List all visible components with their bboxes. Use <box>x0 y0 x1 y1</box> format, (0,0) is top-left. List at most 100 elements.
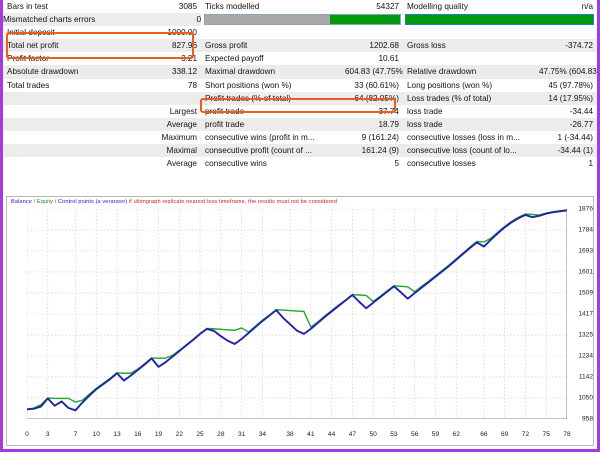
row-value-right: 1 (-34.44) <box>535 130 597 145</box>
strategy-tester-report-table: Bars in test 3085 Ticks modelled 54327 Model… <box>3 0 597 171</box>
row-label-mid: Gross profit <box>201 39 341 53</box>
y-axis-tick-label: 1876 <box>578 205 593 213</box>
row-value-mid: 5 <box>341 157 403 171</box>
y-axis-tick-label: 1509 <box>578 289 593 297</box>
chart-y-axis: 958 1050 1142 1234 1325 1417 1509 1601 1693 1784 1… <box>569 197 595 435</box>
y-axis-tick-label: 1050 <box>578 394 593 402</box>
row-label-right: Modelling quality <box>403 0 535 14</box>
x-axis-tick-label: 19 <box>154 431 163 438</box>
row-value-right: 45 (97.78%) <box>535 78 597 92</box>
row-value-left: Largest <box>141 104 201 118</box>
table-row: Average consecutive wins 5 consecutive loss… <box>3 157 597 171</box>
row-label: Mismatched charts errors <box>3 13 141 27</box>
row-value-right: 1 <box>535 157 597 171</box>
row-value-left: 1000.00 <box>141 26 201 40</box>
x-axis-tick-label: 75 <box>542 431 550 438</box>
x-axis-tick-label: 38 <box>286 431 294 438</box>
row-label-mid: consecutive wins (profit in m... <box>201 130 341 145</box>
x-axis-tick-label: 13 <box>113 431 121 438</box>
row-label-mid: consecutive profit (count of ... <box>201 144 341 158</box>
y-axis-tick-label: 958 <box>581 415 593 423</box>
row-label-mid: profit trade <box>201 104 341 118</box>
row-label-right: Gross loss <box>403 39 535 53</box>
x-axis-tick-label: 66 <box>480 431 488 438</box>
row-label-left <box>3 91 141 105</box>
chart-x-axis: 0 3 7 10 13 16 19 22 25 28 31 34 38 41 44 47 50 53 56 59 62 6… <box>7 423 595 445</box>
row-value-mid: 37.74 <box>341 104 403 118</box>
x-axis-tick-label: 56 <box>411 431 419 438</box>
x-axis-tick-label: 69 <box>501 431 509 438</box>
row-label-mid: Maximal drawdown <box>201 65 341 79</box>
row-label-mid: profit trade <box>201 117 341 131</box>
x-axis-tick-label: 10 <box>92 431 100 438</box>
table-row: Largest profit trade 37.74 loss trade -34.44 <box>3 104 597 118</box>
row-value-right <box>535 26 597 40</box>
row-label-left <box>3 130 141 145</box>
row-value-right: -26.77 <box>535 117 597 131</box>
x-axis-tick-label: 31 <box>237 431 246 438</box>
legend-balance-label: Balance <box>11 199 32 205</box>
x-axis-tick-label: 28 <box>217 431 225 438</box>
row-value-left: 338.12 <box>141 65 201 79</box>
ticks-progress-green-fill <box>329 15 400 25</box>
table-row: Average profit trade 18.79 loss trade -26.77 <box>3 117 597 131</box>
y-axis-tick-label: 1234 <box>578 352 593 360</box>
series-line-balance <box>27 209 567 411</box>
y-axis-tick-label: 1325 <box>578 331 593 339</box>
row-value-mid: 1202.68 <box>341 39 403 53</box>
chart-legend: Balance / Equity / Control points (a ver… <box>11 199 337 205</box>
row-label-mid: consecutive wins <box>201 157 341 171</box>
x-axis-tick-label: 7 <box>73 431 78 438</box>
row-value-mid: 604.83 (47.75%) <box>341 65 403 79</box>
x-axis-tick-label: 53 <box>390 431 398 438</box>
row-label-right: consecutive loss (count of lo... <box>403 144 535 158</box>
row-label-right <box>403 26 535 40</box>
row-value-right <box>535 52 597 66</box>
row-label-left <box>3 104 141 118</box>
row-value-mid: 161.24 (9) <box>341 144 403 158</box>
frame-border-left <box>0 0 3 452</box>
row-label-right: loss trade <box>403 117 535 131</box>
row-label-right: loss trade <box>403 104 535 118</box>
row-value-right: -34.44 (1) <box>535 144 597 158</box>
row-label-mid: Ticks modelled <box>201 0 341 14</box>
table-row: Maximum consecutive wins (profit in m... 9… <box>3 130 597 145</box>
table-row: Profit factor 3.21 Expected payoff 10.61 <box>3 52 597 66</box>
row-value-mid: 10.61 <box>341 52 403 66</box>
x-axis-tick-label: 34 <box>258 431 267 438</box>
row-value-left <box>141 91 201 105</box>
row-value-right: 14 (17.95%) <box>535 91 597 105</box>
legend-control-points-label: Control points (a veranoor) <box>58 199 128 205</box>
frame-border-bottom <box>0 449 600 452</box>
chart-plot-area <box>27 209 567 419</box>
row-value-mid: 18.79 <box>341 117 403 131</box>
equity-curve-svg <box>27 209 567 419</box>
row-value-mid: 54327 <box>341 0 403 14</box>
row-label-right: consecutive losses (loss in m... <box>403 130 535 145</box>
row-value-left: 78 <box>141 78 201 92</box>
row-label-left: Total trades <box>3 78 141 92</box>
row-value-left: Maximal <box>141 144 201 158</box>
row-value-left: 3085 <box>141 0 201 14</box>
row-value-mid: 33 (60.61%) <box>341 78 403 92</box>
frame-border-right <box>597 0 600 452</box>
row-label-left: Bars in test <box>3 0 141 14</box>
row-value: 0 <box>141 13 201 27</box>
ticks-progress-bar <box>201 13 403 27</box>
row-value-mid: 64 (82.05%) <box>341 91 403 105</box>
row-label-left <box>3 157 141 171</box>
x-axis-tick-label: 47 <box>348 431 357 438</box>
x-axis-tick-label: 3 <box>45 431 50 438</box>
table-row: Mismatched charts errors 0 <box>3 13 597 27</box>
legend-separator-1: / <box>31 199 37 205</box>
x-axis-tick-label: 50 <box>369 431 377 438</box>
table-row: Initial deposit 1000.00 <box>3 26 597 40</box>
row-label-left: Profit factor <box>3 52 141 66</box>
legend-equity-label: Equity <box>36 199 54 205</box>
row-label-left: Absolute drawdown <box>3 65 141 79</box>
equity-balance-chart-panel: Balance / Equity / Control points (a ver… <box>6 196 594 446</box>
row-value-left: Maximum <box>141 130 201 145</box>
table-row: Maximal consecutive profit (count of ... 1… <box>3 144 597 158</box>
x-axis-tick-label: 22 <box>175 431 183 438</box>
table-row: Profit trades (% of total) 64 (82.05%) Los… <box>3 91 597 105</box>
